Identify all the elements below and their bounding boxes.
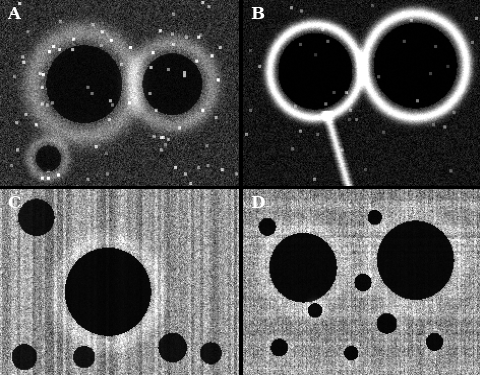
Text: D: D: [250, 195, 264, 212]
Text: B: B: [250, 6, 264, 22]
Text: C: C: [7, 195, 20, 212]
Text: A: A: [7, 6, 20, 22]
